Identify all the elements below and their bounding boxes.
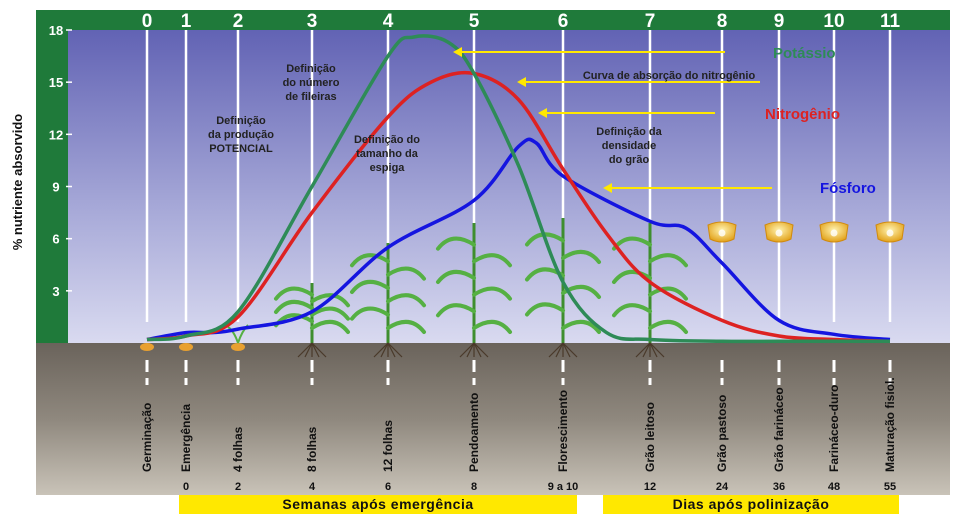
band-weeks [179, 495, 577, 514]
arrow-2 [538, 108, 715, 118]
band-days-label: Dias após polinização [673, 496, 830, 512]
ann-densidade-line1: Definição da [596, 126, 662, 138]
kernel-8 [707, 221, 737, 243]
arrow-1 [517, 77, 760, 87]
y-axis-ticks: 18 15 12 9 6 3 [49, 23, 72, 299]
stage-number-7: 7 [645, 11, 656, 32]
y-axis-label: % nutriente absorvido [10, 114, 25, 251]
stage-name-2: 4 folhas [231, 426, 245, 472]
stage-name-7: Grão leitoso [643, 402, 657, 472]
top-stage-bar [36, 10, 950, 30]
stage-name-1: Emergência [179, 404, 193, 472]
ann-fileiras-line1: Definição [286, 63, 336, 75]
stage-number-5: 5 [469, 11, 480, 32]
arrow-0 [453, 47, 725, 57]
stage-name-8: Grão pastoso [715, 395, 729, 472]
stage-number-8: 8 [717, 11, 728, 32]
series-label-potassio: Potássio [773, 45, 836, 62]
stage-number-labels: 0 1 2 3 4 5 6 7 8 9 10 11 [142, 11, 901, 32]
day-label-0: 12 [644, 481, 656, 493]
band-weeks-label: Semanas após emergência [282, 496, 473, 512]
stage-number-2: 2 [233, 11, 244, 32]
week-label-5: 9 a 10 [548, 481, 579, 493]
ann-producao-line1: Definição [216, 115, 266, 127]
soil-gridlines [145, 360, 892, 385]
annotation-producao: Definição da produção POTENCIAL [208, 115, 274, 155]
stage-number-0: 0 [142, 11, 153, 32]
y-tick-12: 12 [49, 127, 63, 142]
stage-name-3: 8 folhas [305, 426, 319, 472]
seed-1 [179, 343, 193, 351]
seed-0 [140, 343, 154, 351]
day-label-1: 24 [716, 481, 729, 493]
annotation-espiga: Definição do tamanho da espiga [354, 134, 420, 174]
week-label-1: 2 [235, 481, 241, 493]
absorption-curves [146, 34, 891, 344]
stage-number-3: 3 [307, 11, 318, 32]
ann-densidade-line3: do grão [609, 154, 650, 166]
series-line-2 [146, 137, 891, 342]
ann-producao-line3: POTENCIAL [209, 143, 273, 155]
stage-name-0: Germinação [140, 403, 154, 472]
week-label-4: 8 [471, 481, 477, 493]
ann-espiga-line1: Definição do [354, 134, 420, 146]
ann-espiga-line3: espiga [370, 162, 406, 174]
series-line-0 [146, 34, 890, 344]
corn-plant-7 [612, 223, 688, 358]
stage-name-5: Pendoamento [467, 393, 481, 472]
stage-number-9: 9 [774, 11, 785, 32]
grain-kernels [707, 221, 905, 243]
arrow-3 [603, 183, 772, 193]
stage-name-10: Farináceo-duro [827, 385, 841, 472]
series-label-nitrogenio: Nitrogênio [765, 106, 840, 123]
y-tick-6: 6 [52, 232, 59, 247]
kernel-11 [875, 221, 905, 243]
kernel-10 [819, 221, 849, 243]
annotation-densidade: Definição da densidade do grão [596, 126, 662, 166]
stage-name-labels: Germinação Emergência 4 folhas 8 folhas 12 f… [140, 377, 897, 472]
stage-name-9: Grão farináceo [772, 387, 786, 472]
stage-number-6: 6 [558, 11, 569, 32]
ann-fileiras-line3: de fileiras [285, 91, 336, 103]
corn-plants [140, 218, 688, 358]
y-axis-bar [36, 10, 68, 343]
y-tick-3: 3 [52, 284, 59, 299]
y-tick-18: 18 [49, 23, 63, 38]
stage-number-11: 11 [880, 11, 901, 32]
ann-espiga-line2: tamanho da [356, 148, 419, 160]
y-tick-9: 9 [52, 180, 59, 195]
stage-name-6: Florescimento [556, 390, 570, 472]
corn-plant-5 [436, 223, 512, 358]
ann-producao-line2: da produção [208, 129, 274, 141]
corn-plant-4 [350, 243, 426, 358]
kernel-9 [764, 221, 794, 243]
stage-name-11: Maturação fisiol. [883, 377, 897, 472]
week-label-3: 6 [385, 481, 391, 493]
stage-number-10: 10 [823, 11, 844, 32]
soil-background [36, 343, 950, 495]
week-label-0: 0 [183, 481, 189, 493]
day-label-4: 55 [884, 481, 896, 493]
series-label-fosforo: Fósforo [820, 180, 876, 197]
week-label-2: 4 [309, 481, 316, 493]
ann-fileiras-line2: do número [283, 77, 340, 89]
day-label-3: 48 [828, 481, 840, 493]
stage-name-4: 12 folhas [381, 420, 395, 472]
day-label-2: 36 [773, 481, 785, 493]
band-days [603, 495, 899, 514]
y-tick-15: 15 [49, 75, 63, 90]
annotation-fileiras: Definição do número de fileiras [283, 63, 340, 103]
series-line-1 [146, 70, 891, 344]
ann-densidade-line2: densidade [602, 140, 656, 152]
stage-number-4: 4 [383, 11, 394, 32]
annotation-arrows [453, 47, 772, 193]
stage-number-1: 1 [181, 11, 192, 32]
annotation-curva-nitrogenio: Curva de absorção do nitrogênio [583, 70, 756, 82]
